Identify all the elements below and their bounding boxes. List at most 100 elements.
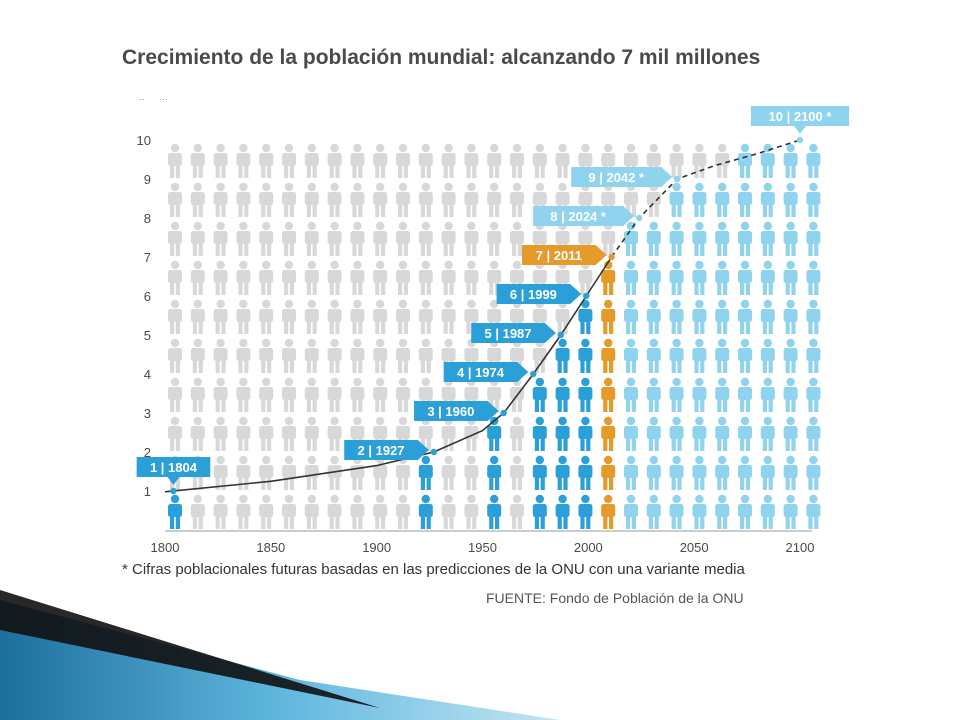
person-figure [669, 416, 684, 451]
person-figure [646, 494, 661, 529]
person-figure [646, 221, 661, 256]
x-tick-label: 2100 [786, 540, 815, 555]
person-figure [418, 182, 433, 217]
person-figure [806, 494, 821, 529]
person-figure [715, 221, 730, 256]
person-figure [350, 221, 365, 256]
person-figure [327, 494, 342, 529]
person-figure [510, 455, 524, 490]
person-figure [373, 260, 388, 295]
person-figure [738, 416, 752, 451]
person-figure [783, 377, 798, 412]
person-figure [190, 338, 205, 373]
person-figure [669, 494, 684, 529]
milestone-point [557, 331, 565, 339]
milestone-label: 2 | 1927 [344, 440, 429, 460]
person-figure [692, 221, 707, 256]
person-figure [760, 260, 775, 295]
person-figure [487, 494, 502, 529]
person-figure [373, 143, 388, 178]
person-figure [555, 494, 570, 529]
person-figure [555, 377, 570, 412]
person-figure [327, 338, 342, 373]
person-figure [738, 143, 752, 178]
decorative-corner-swoosh [0, 590, 560, 720]
person-figure [806, 182, 821, 217]
person-figure [236, 338, 251, 373]
person-figure [510, 143, 524, 178]
person-figure [760, 377, 775, 412]
person-figure [213, 377, 228, 412]
person-figure [327, 221, 342, 256]
person-figure [783, 338, 798, 373]
milestone-label-text: 1 | 1804 [150, 460, 198, 475]
person-figure [715, 416, 730, 451]
person-figure [692, 494, 707, 529]
person-figure [213, 494, 228, 529]
person-figure [441, 494, 456, 529]
milestone-label: 7 | 2011 [522, 245, 607, 265]
person-figure [760, 299, 775, 334]
person-figure [259, 182, 274, 217]
person-figure [510, 182, 524, 217]
person-figure [213, 182, 228, 217]
person-figure [783, 494, 798, 529]
person-figure [578, 377, 593, 412]
person-figure [578, 494, 593, 529]
y-tick-label: 1 [144, 484, 151, 499]
person-figure [190, 377, 205, 412]
person-figure [669, 260, 684, 295]
person-figure [601, 299, 616, 334]
person-figure [715, 182, 730, 217]
milestone-point [583, 292, 590, 300]
person-figure [806, 455, 821, 490]
person-figure [282, 455, 296, 490]
person-figure [282, 416, 296, 451]
person-figure [304, 182, 319, 217]
person-figure [715, 494, 730, 529]
person-figure [213, 221, 228, 256]
person-figure [806, 377, 821, 412]
person-figure [715, 377, 730, 412]
person-figure [350, 143, 365, 178]
y-tick-label: 5 [144, 328, 151, 343]
person-figure [669, 455, 684, 490]
person-figure [373, 338, 388, 373]
milestone-point [796, 136, 804, 144]
person-figure [760, 416, 775, 451]
person-figure [692, 338, 707, 373]
milestone-label-text: 9 | 2042 * [588, 170, 645, 185]
x-tick-label: 2050 [680, 540, 709, 555]
person-figure [646, 416, 661, 451]
person-figure [282, 221, 296, 256]
person-figure [373, 299, 388, 334]
person-figure [236, 260, 251, 295]
person-figure [213, 299, 228, 334]
person-figure [396, 143, 410, 178]
person-figure [304, 260, 319, 295]
person-figure [692, 377, 707, 412]
milestone-point [674, 175, 681, 183]
person-figure [715, 455, 730, 490]
person-figure [259, 221, 274, 256]
person-figure [692, 455, 707, 490]
person-figure [418, 299, 433, 334]
person-figure [738, 221, 752, 256]
person-figure [304, 338, 319, 373]
person-figure [373, 494, 388, 529]
person-figure [282, 182, 296, 217]
person-figure [282, 260, 296, 295]
person-figure [715, 260, 730, 295]
person-figure [327, 416, 342, 451]
person-figure [441, 143, 456, 178]
person-figure [669, 182, 684, 217]
person-figure [783, 299, 798, 334]
person-figure [282, 143, 296, 178]
person-figure [646, 338, 661, 373]
person-figure [555, 338, 570, 373]
person-figure [806, 221, 821, 256]
y-tick-label: 3 [144, 406, 151, 421]
person-figure [304, 377, 319, 412]
y-tick-label: 6 [144, 289, 151, 304]
person-figure [487, 455, 502, 490]
